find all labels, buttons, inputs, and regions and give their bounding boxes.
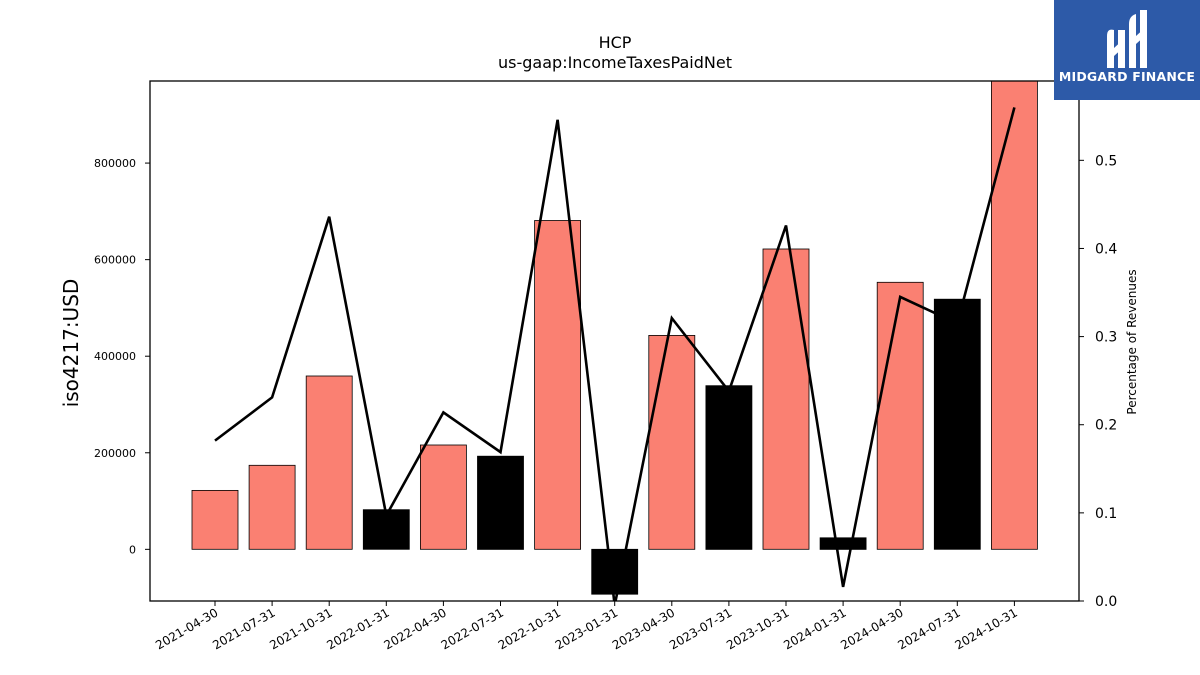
x-tick-label: 2022-01-31 [324,605,391,652]
x-tick-label: 2023-10-31 [724,605,791,652]
y-tick-label: 600000 [94,254,136,267]
x-tick-label: 2022-10-31 [496,605,563,652]
x-tick-label: 2023-01-31 [553,605,620,652]
bar [705,385,753,550]
x-tick-label: 2021-10-31 [267,605,334,652]
x-tick-label: 2022-07-31 [439,605,506,652]
x-tick-label: 2021-07-31 [210,605,277,652]
bar [419,444,467,550]
y2-tick-label: 0.0 [1095,594,1117,610]
y2-axis-label: Percentage of Revenues [1125,269,1139,414]
bar [933,298,981,550]
x-tick-label: 2024-07-31 [895,605,962,652]
chart-title: HCP [599,33,632,52]
x-tick-label: 2021-04-30 [153,605,220,652]
bar [991,80,1038,550]
bar [305,375,353,550]
chart-subtitle: us-gaap:IncomeTaxesPaidNet [498,53,732,72]
y-tick-label: 400000 [94,350,136,363]
y2-tick-label: 0.2 [1095,418,1117,434]
bar [762,248,810,550]
bar [191,489,239,550]
y2-tick-label: 0.5 [1095,153,1117,169]
logo-text: MIDGARD FINANCE [1058,69,1196,84]
bar [648,334,696,550]
y-axis-label: iso4217:USD [59,279,83,408]
y-tick-label: 200000 [94,447,136,460]
midgard-logo: MIDGARD FINANCE [1054,0,1200,100]
y2-tick-label: 0.1 [1095,506,1117,522]
x-tick-label: 2024-10-31 [952,605,1019,652]
x-tick-label: 2023-07-31 [667,605,734,652]
y-tick-label: 800000 [94,157,136,170]
x-tick-label: 2022-04-30 [381,605,448,652]
bar [876,281,924,550]
bar [534,220,581,550]
bar [591,548,639,595]
x-tick-label: 2024-01-31 [781,605,848,652]
y2-tick-label: 0.4 [1095,241,1117,257]
x-tick-label: 2024-04-30 [838,605,905,652]
series-line [214,107,1016,601]
bar [477,455,524,550]
bar [248,464,296,550]
y2-tick-label: 0.3 [1095,330,1117,346]
bar [819,537,867,550]
x-tick-label: 2023-04-30 [610,605,677,652]
y-tick-label: 0 [129,543,136,556]
midgard-logo-icon [1107,10,1147,69]
